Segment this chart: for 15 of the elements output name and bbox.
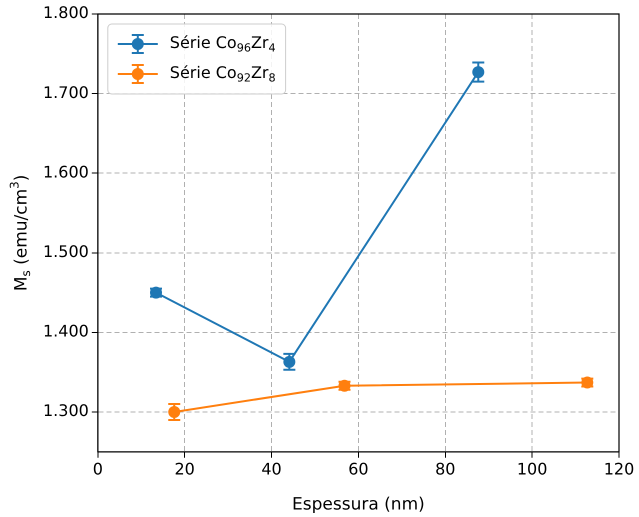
x-tick-label: 100 (516, 460, 548, 479)
x-tick-label: 0 (92, 460, 103, 479)
y-tick-label: 1.700 (42, 82, 89, 102)
x-tick-label: 60 (348, 460, 369, 479)
x-tick-label: 40 (261, 460, 282, 479)
y-axis-title: Ms (emu/cm3) (7, 174, 34, 292)
x-tick-label: 20 (174, 460, 195, 479)
y-tick-label: 1.500 (42, 242, 89, 261)
y-tick-label: 1.600 (42, 162, 89, 182)
x-tick-label: 80 (435, 460, 456, 479)
y-tick-label: 1.400 (42, 322, 89, 341)
x-tick-label: 120 (604, 460, 634, 479)
y-tick-label: 1.800 (42, 3, 89, 22)
x-axis-title: Espessura (nm) (292, 494, 425, 514)
y-tick-label: 1.300 (42, 401, 89, 420)
